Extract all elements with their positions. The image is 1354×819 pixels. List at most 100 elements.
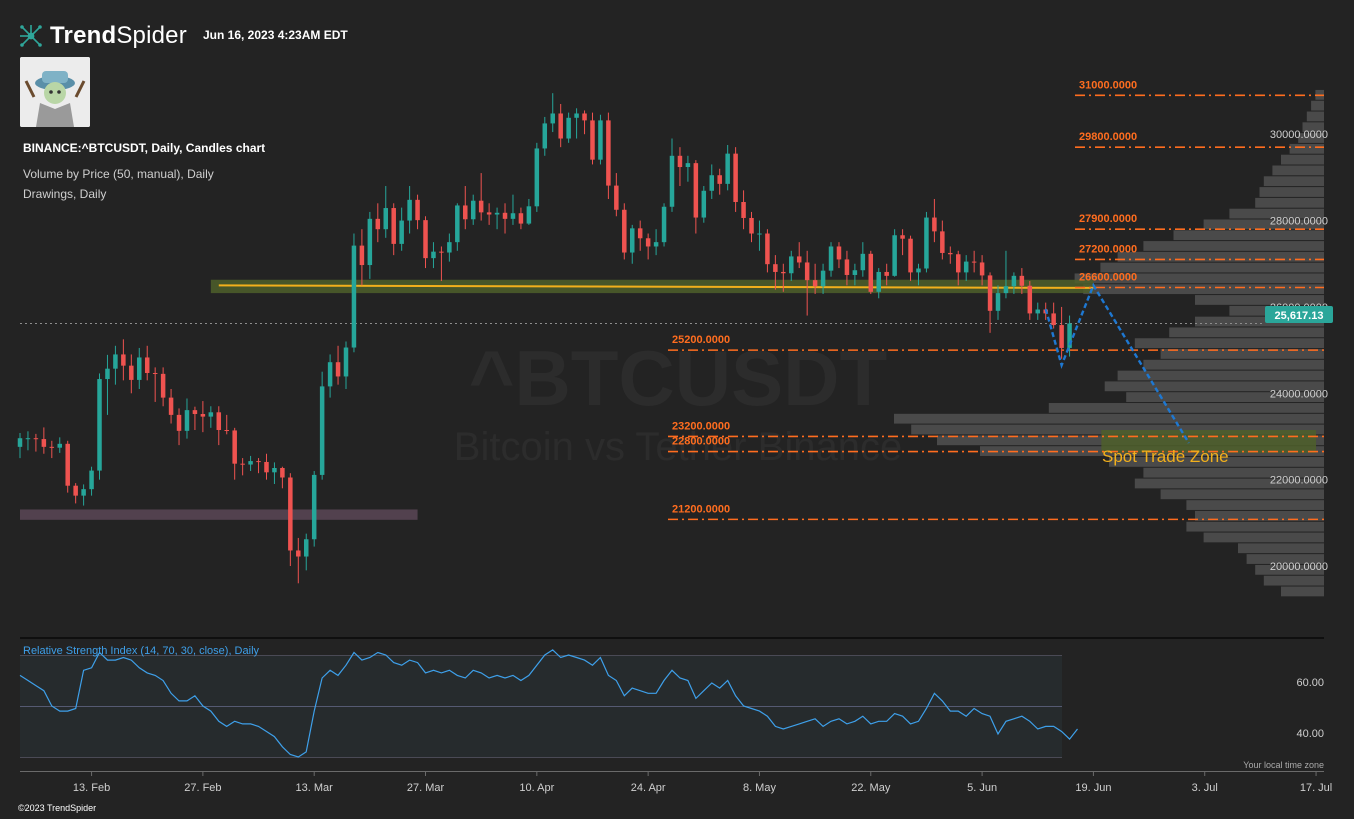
candle-body [725, 153, 730, 184]
candle-body [415, 199, 420, 221]
candle-body [121, 354, 126, 366]
volume-profile-bar [1173, 230, 1324, 241]
candle-body [932, 217, 937, 232]
candle-body [359, 245, 365, 266]
candle-body [812, 280, 818, 287]
candle-body [661, 206, 667, 243]
resistance-line [218, 284, 1094, 289]
candle-body [940, 231, 945, 253]
rsi-title[interactable]: Relative Strength Index (14, 70, 30, clo… [23, 645, 260, 657]
candle-body [478, 200, 484, 213]
volume-profile-bar [1255, 564, 1324, 575]
candle-body [1003, 286, 1009, 294]
candle-body [558, 113, 563, 139]
volume-profile-bar [1100, 262, 1324, 273]
candle-body [757, 233, 762, 235]
indicator-drawings[interactable]: Drawings, Daily [23, 187, 107, 201]
volume-profile-bar [1263, 176, 1324, 187]
time-tick-label: 19. Jun [1075, 782, 1111, 794]
candle-body [1027, 285, 1033, 314]
rsi-line [19, 649, 1078, 758]
time-zone-note[interactable]: Your local time zone [1243, 760, 1324, 770]
candle-body [510, 213, 516, 219]
trendspider-logo: TrendSpider [18, 20, 187, 52]
candle-body [860, 253, 866, 271]
time-tick-label: 8. May [743, 782, 777, 794]
candle-body [677, 155, 683, 168]
candle-body [955, 254, 961, 273]
time-tick-label: 17. Jul [1300, 782, 1332, 794]
candle-body [876, 271, 881, 292]
price-tick-label: 28000.0000 [1270, 216, 1328, 228]
volume-profile-bar [1203, 219, 1324, 230]
candle-body [343, 347, 349, 377]
volume-profile-bar [1298, 133, 1324, 143]
candle-body [995, 293, 1001, 311]
candle-body [900, 235, 905, 239]
volume-profile-bar [1143, 359, 1324, 370]
candle-body [916, 268, 921, 273]
candle-body [685, 163, 691, 168]
time-tick-label: 3. Jul [1192, 782, 1218, 794]
projection-path [1044, 282, 1190, 444]
candle-body [208, 412, 214, 417]
candle-body [73, 485, 78, 496]
price-axis[interactable]: 30000.000028000.000026000.000024000.0000… [1270, 129, 1328, 573]
candle-body [765, 233, 770, 265]
candle-body [733, 153, 738, 202]
time-axis[interactable]: 13. Feb 27. Feb 13. Mar 27. Mar 10. Apr 24. A… [73, 771, 1332, 794]
candle-body [455, 205, 460, 243]
level-label: 25200.0000 [672, 334, 730, 346]
candle-body [924, 217, 929, 269]
candle-body [272, 468, 277, 473]
level-label: 22800.0000 [672, 436, 730, 448]
candle-body [804, 262, 810, 281]
candle-body [534, 148, 540, 207]
level-label: 26600.0000 [1079, 272, 1137, 284]
candle-body [979, 262, 985, 276]
candle-body [288, 477, 293, 551]
last-price-label: 25,617.13 [1265, 306, 1333, 323]
level-label: 21200.0000 [672, 503, 730, 515]
candle-body [590, 120, 595, 160]
candle-body [606, 120, 611, 186]
time-tick-label: 10. Apr [519, 782, 554, 794]
volume-profile-bar [1160, 349, 1324, 359]
candle-body [319, 386, 325, 475]
timestamp: Jun 16, 2023 4:23AM EDT [203, 28, 348, 42]
time-tick-label: 13. Mar [296, 782, 334, 794]
candle-body [17, 438, 23, 447]
volume-profile-bar [1143, 467, 1324, 478]
indicator-volume-by-price[interactable]: Volume by Price (50, manual), Daily [23, 167, 214, 181]
volume-profile-bar [1186, 521, 1324, 532]
candle-body [105, 368, 110, 380]
candle-body [709, 175, 715, 191]
candle-body [399, 220, 404, 244]
rsi-pane[interactable]: Relative Strength Index (14, 70, 30, clo… [19, 645, 1324, 758]
candle-body [113, 354, 118, 369]
candle-body [351, 245, 357, 348]
price-tick-label: 20000.0000 [1270, 561, 1328, 573]
candle-body [232, 430, 237, 464]
candle-body [1059, 325, 1064, 348]
price-tick-label: 30000.0000 [1270, 129, 1328, 141]
candle-body [129, 365, 134, 380]
time-tick-label: 27. Feb [184, 782, 221, 794]
candle-body [486, 212, 492, 215]
volume-profile-bar [1302, 122, 1324, 133]
candle-body [669, 155, 675, 207]
volume-profile-bar [1195, 510, 1324, 521]
candle-body [296, 550, 301, 557]
candle-body [868, 253, 874, 292]
volume-profile-bar [1104, 381, 1324, 392]
candle-body [622, 209, 627, 253]
watermark-description: Bitcoin vs Tether Binance [454, 425, 902, 469]
candle-body [184, 410, 190, 431]
volume-profile-bar [1289, 143, 1324, 154]
candle-body [645, 238, 651, 247]
price-tick-label: 24000.0000 [1270, 388, 1328, 400]
volume-profile-bar [1306, 111, 1324, 122]
volume-profile-bar [1134, 338, 1324, 349]
time-tick-label: 24. Apr [631, 782, 666, 794]
